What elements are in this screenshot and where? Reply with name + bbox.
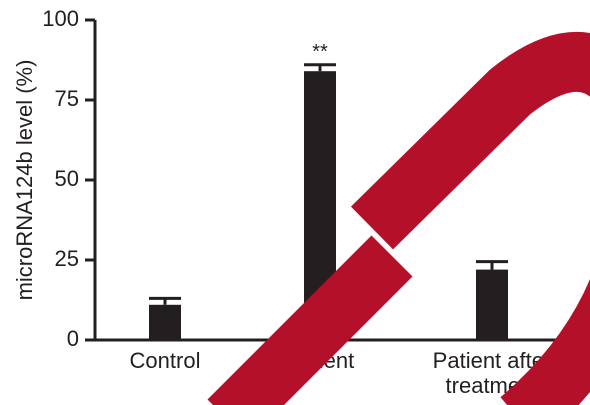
y-axis-label: microRNA124b level (%) bbox=[12, 60, 37, 301]
bar bbox=[304, 71, 336, 340]
error-bar bbox=[476, 260, 508, 270]
x-tick-label: Patient bbox=[285, 348, 355, 373]
significance-label: ** bbox=[312, 41, 328, 63]
y-tick-label: 100 bbox=[42, 6, 79, 31]
x-tick-label: Patient after treatment bbox=[432, 348, 552, 398]
error-bar bbox=[304, 63, 336, 72]
y-tick-label: 0 bbox=[67, 326, 79, 351]
y-tick-label: 50 bbox=[55, 166, 79, 191]
y-tick-label: 25 bbox=[55, 246, 79, 271]
x-tick-label: Control bbox=[129, 348, 201, 373]
error-bar bbox=[149, 296, 181, 305]
bar bbox=[149, 304, 181, 340]
y-tick-label: 75 bbox=[55, 86, 79, 111]
bar bbox=[476, 269, 508, 340]
